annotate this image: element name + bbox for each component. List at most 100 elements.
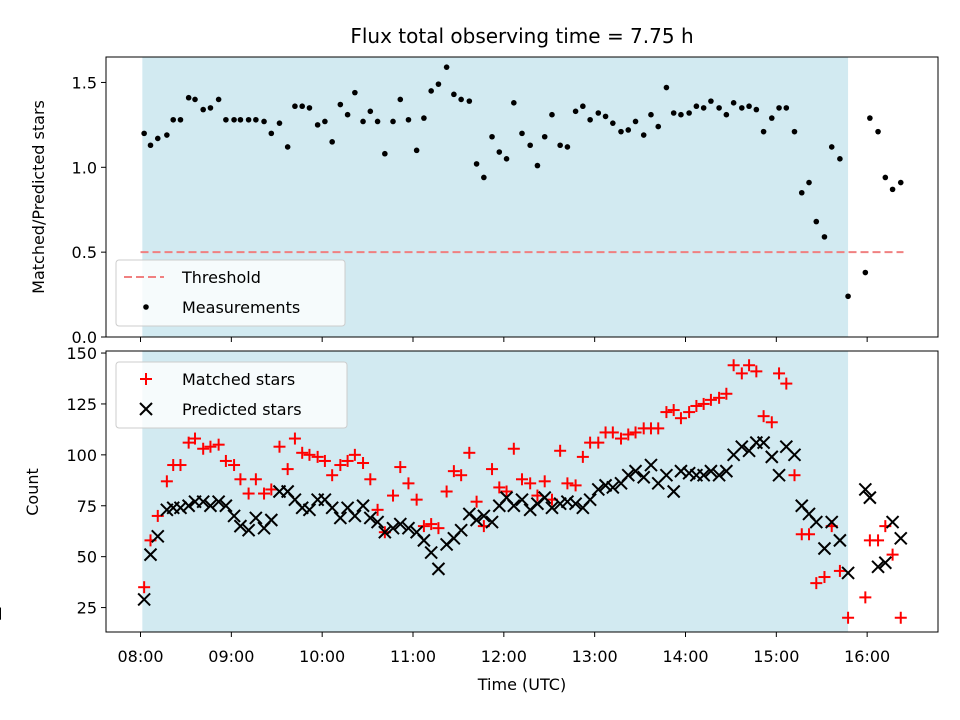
matched-point xyxy=(417,520,430,533)
predicted-point xyxy=(568,497,583,511)
matched-point xyxy=(242,487,255,500)
y-tick-label: 1.0 xyxy=(72,158,97,177)
x-tick-label: 10:00 xyxy=(299,647,345,666)
matched-point xyxy=(234,473,247,486)
predicted-point xyxy=(591,482,606,497)
measurement-point xyxy=(640,132,647,138)
measurement-point xyxy=(648,111,654,118)
measurement-point xyxy=(481,174,487,181)
matched-point xyxy=(273,440,286,453)
measurement-point xyxy=(821,234,828,240)
measurement-point xyxy=(352,89,358,96)
measurement-point xyxy=(405,116,412,123)
x-tick-label: 16:00 xyxy=(844,647,890,666)
matched-point xyxy=(516,473,528,486)
matched-point xyxy=(228,459,241,472)
matched-point xyxy=(697,397,710,410)
measurement-point xyxy=(141,130,147,137)
matched-point xyxy=(576,450,589,463)
predicted-point xyxy=(560,494,575,509)
matched-point xyxy=(674,412,687,425)
measurement-point xyxy=(397,96,404,103)
measurement-point xyxy=(451,91,457,98)
measurement-point xyxy=(177,116,184,123)
matched-point xyxy=(652,422,665,435)
x-tick-label: 14:00 xyxy=(662,647,708,666)
measurement-point xyxy=(306,105,313,111)
measurement-point xyxy=(170,116,177,123)
matched-point xyxy=(780,377,793,390)
measurement-point xyxy=(686,110,692,116)
predicted-point xyxy=(644,458,658,472)
measurement-point xyxy=(435,81,442,87)
predicted-point xyxy=(363,511,378,525)
count-x-ticks: 08:00 09:00 10:00 11:00 12:00 13:00 14:00 15:00… xyxy=(117,632,890,666)
matched-point xyxy=(303,448,316,461)
x-tick-label: 12:00 xyxy=(481,647,527,666)
matched-point xyxy=(606,426,619,439)
predicted-point xyxy=(264,513,279,527)
predicted-point xyxy=(666,484,681,499)
predicted-point xyxy=(378,525,392,539)
measurement-point xyxy=(473,161,480,167)
y-tick-label: 150 xyxy=(66,344,97,363)
predicted-point xyxy=(637,470,651,484)
matched-point xyxy=(810,577,823,590)
measurement-point xyxy=(889,186,896,193)
measurement-point xyxy=(837,156,843,162)
predicted-point xyxy=(333,511,348,525)
predicted-point xyxy=(386,521,400,535)
measurement-point xyxy=(708,98,714,104)
measurement-point xyxy=(458,96,464,103)
y-tick-label: 125 xyxy=(66,395,97,414)
measurement-point xyxy=(443,64,450,70)
matched-point xyxy=(265,483,278,496)
predicted-point xyxy=(833,533,847,548)
matched-point xyxy=(507,442,520,455)
predicted-point xyxy=(173,501,188,515)
measurement-point xyxy=(154,135,161,142)
measurement-point xyxy=(663,84,670,91)
predicted-point xyxy=(841,566,855,580)
measurement-point xyxy=(693,103,700,110)
measurement-point xyxy=(549,111,555,118)
predicted-point xyxy=(431,562,446,576)
matched-point xyxy=(341,454,354,467)
measurement-point xyxy=(882,174,889,181)
measurement-point xyxy=(776,105,782,111)
legend-measurements-swatch xyxy=(143,304,149,310)
matched-point xyxy=(886,548,899,561)
measurement-point xyxy=(299,103,305,110)
y-tick-label: 100 xyxy=(66,446,97,465)
predicted-point xyxy=(772,468,786,482)
matched-point xyxy=(493,481,506,494)
measurement-point xyxy=(527,142,533,149)
matched-point xyxy=(432,522,445,535)
matched-point xyxy=(357,456,370,469)
matched-point xyxy=(197,442,210,455)
predicted-point xyxy=(606,480,620,495)
measurement-point xyxy=(185,94,192,101)
measurement-point xyxy=(503,156,510,162)
predicted-point xyxy=(756,435,771,450)
predicted-point xyxy=(249,511,263,525)
measurement-point xyxy=(367,108,374,115)
matched-point xyxy=(463,446,476,459)
ratio-panel-frame xyxy=(105,56,939,338)
matched-point xyxy=(486,463,499,476)
measurement-point xyxy=(413,147,420,154)
matched-point xyxy=(622,428,635,441)
predicted-point xyxy=(817,541,832,556)
measurement-point xyxy=(753,106,760,113)
measurement-point xyxy=(610,120,616,126)
predicted-point xyxy=(583,492,597,507)
legend-measurements-label: Measurements xyxy=(182,298,300,317)
measurement-point xyxy=(618,128,624,135)
x-tick-label: 09:00 xyxy=(208,647,254,666)
predicted-point xyxy=(871,560,885,574)
measurement-point xyxy=(147,142,154,149)
x-tick-label: 13:00 xyxy=(572,647,618,666)
predicted-point xyxy=(241,523,256,537)
matched-point xyxy=(440,485,453,498)
matched-point xyxy=(212,438,225,451)
